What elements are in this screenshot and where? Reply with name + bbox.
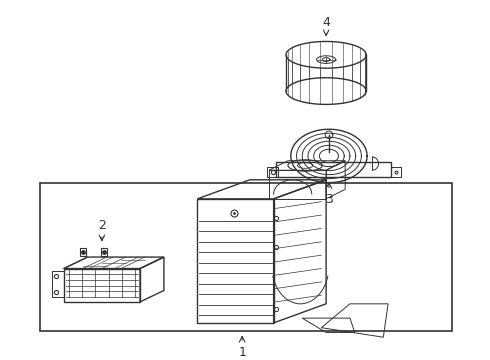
Bar: [80, 248, 86, 256]
Text: 1: 1: [238, 346, 246, 359]
Bar: [101, 248, 107, 256]
Bar: [391, 167, 400, 177]
Bar: [52, 271, 64, 297]
Text: 2: 2: [98, 219, 106, 232]
Text: 3: 3: [325, 193, 333, 206]
Bar: [267, 167, 278, 177]
Bar: [197, 199, 273, 323]
Text: 4: 4: [322, 16, 330, 29]
Bar: [40, 183, 452, 330]
